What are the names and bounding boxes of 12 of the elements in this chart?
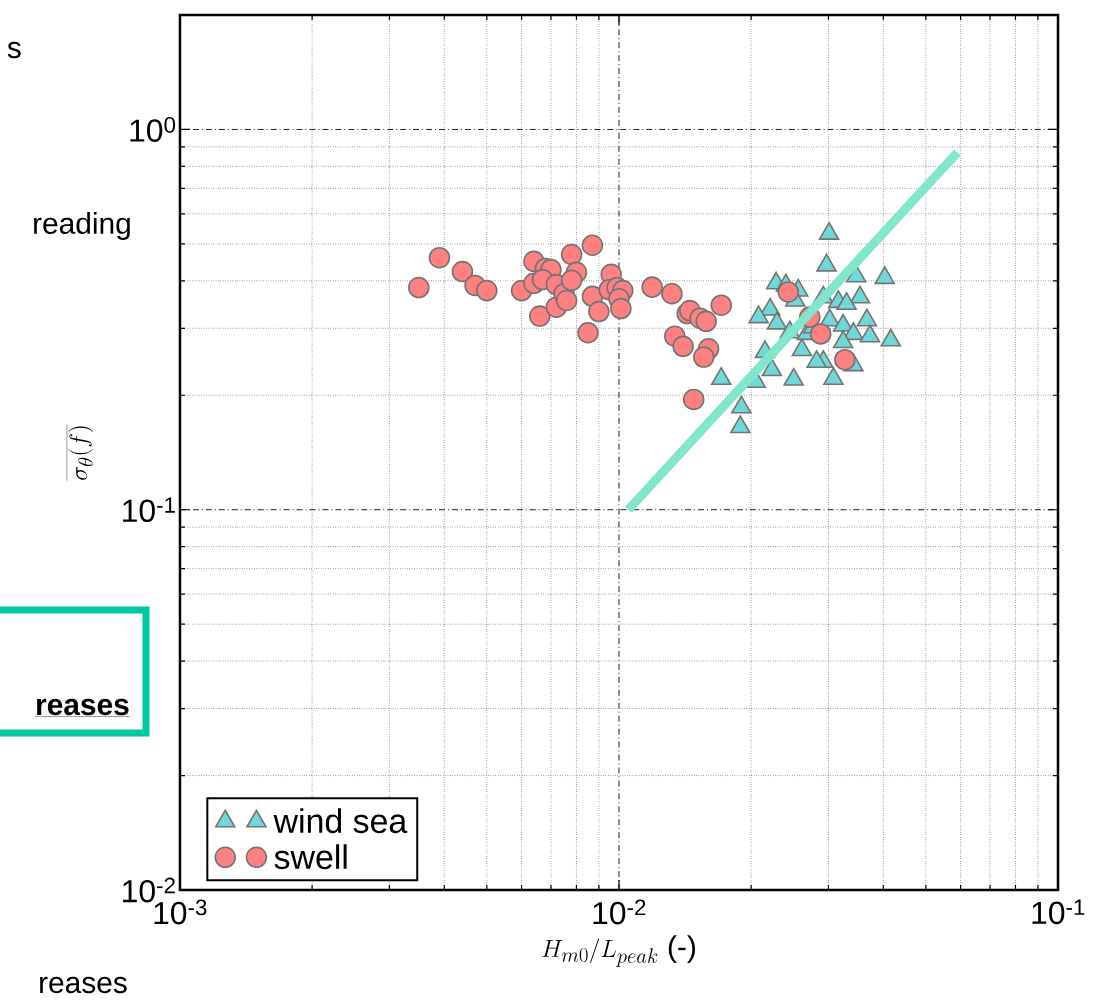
legend-label: wind sea bbox=[273, 808, 408, 834]
text: s bbox=[7, 41, 21, 59]
y-tick-label: 10$^{-1}$ bbox=[123, 497, 175, 523]
x-tick-label: 10$^{-2}$ bbox=[593, 899, 646, 925]
y-axis-title: $\overline{\sigma_\theta(f)}$ bbox=[66, 424, 94, 481]
x-tick-label: 10$^{-1}$ bbox=[1032, 899, 1085, 925]
text: reases bbox=[40, 976, 127, 994]
x-axis-title: $H_{m0}/L_{peak}\ \textrm{(-)}$ bbox=[542, 935, 695, 967]
text: reases bbox=[37, 698, 129, 716]
text: reading bbox=[34, 212, 130, 240]
legend-label: swell bbox=[274, 844, 347, 870]
y-tick-label: 10$^{0}$ bbox=[130, 117, 176, 142]
